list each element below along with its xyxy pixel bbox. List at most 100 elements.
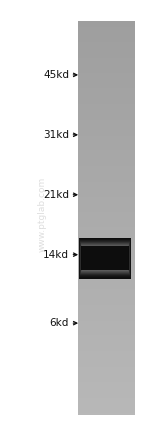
Bar (78, 283, 135, 285)
Bar (82, 246, 128, 270)
Bar (78, 128, 135, 131)
Bar (78, 109, 135, 111)
Bar (78, 273, 135, 275)
Bar (78, 54, 135, 56)
Bar (78, 400, 135, 402)
Bar (78, 211, 135, 213)
Bar (78, 303, 135, 305)
Bar (78, 227, 135, 229)
Bar (78, 107, 135, 109)
Bar (78, 372, 135, 373)
Bar (78, 55, 135, 57)
Bar (82, 247, 128, 270)
Bar (78, 344, 135, 345)
Bar (78, 353, 135, 355)
Bar (78, 412, 135, 414)
Bar (78, 217, 135, 218)
Bar (78, 48, 135, 50)
Bar (78, 226, 135, 227)
Bar (78, 282, 135, 284)
Bar (78, 75, 135, 77)
Bar (78, 24, 135, 25)
Bar (78, 245, 135, 247)
Bar (82, 245, 128, 271)
Bar (78, 268, 135, 270)
Bar (78, 127, 135, 129)
Text: 6kd: 6kd (50, 318, 69, 328)
Bar (78, 142, 135, 143)
Bar (78, 286, 135, 288)
Bar (78, 176, 135, 178)
Bar (78, 277, 135, 279)
Bar (78, 209, 135, 211)
Bar (78, 106, 135, 108)
Bar (78, 137, 135, 138)
Bar (78, 337, 135, 339)
Bar (78, 302, 135, 303)
Bar (78, 406, 135, 407)
Bar (78, 333, 135, 335)
Bar (78, 169, 135, 171)
Text: 31kd: 31kd (43, 130, 69, 140)
Bar (78, 251, 135, 253)
Bar (81, 243, 129, 273)
Bar (78, 166, 135, 168)
Bar (78, 293, 135, 294)
Bar (78, 85, 135, 87)
Bar (78, 220, 135, 222)
Bar (78, 119, 135, 121)
Bar (78, 362, 135, 364)
Bar (80, 240, 130, 276)
Bar (78, 112, 135, 113)
Bar (78, 131, 135, 133)
Bar (78, 125, 135, 126)
Bar (78, 403, 135, 404)
Bar (78, 113, 135, 115)
Bar (78, 202, 135, 204)
Bar (78, 307, 135, 309)
Bar (78, 118, 135, 120)
Bar (78, 324, 135, 326)
Bar (78, 53, 135, 54)
Bar (82, 247, 128, 270)
Bar (78, 340, 135, 342)
Bar (78, 408, 135, 410)
Bar (81, 244, 129, 272)
Bar (78, 47, 135, 49)
Bar (78, 378, 135, 380)
Bar (78, 102, 135, 104)
Bar (78, 201, 135, 202)
Bar (78, 297, 135, 298)
Bar (82, 247, 128, 269)
Bar (78, 92, 135, 94)
Bar (78, 410, 135, 411)
Bar (78, 348, 135, 350)
Bar (79, 238, 131, 278)
Bar (82, 247, 128, 269)
Bar (78, 304, 135, 306)
Bar (78, 363, 135, 365)
Bar (78, 318, 135, 319)
Bar (78, 34, 135, 36)
Bar (78, 389, 135, 390)
Bar (78, 395, 135, 397)
Bar (78, 50, 135, 52)
Bar (78, 194, 135, 196)
Bar (78, 315, 135, 317)
Bar (78, 265, 135, 267)
Bar (78, 232, 135, 234)
Bar (78, 270, 135, 272)
Bar (81, 245, 129, 271)
Bar (78, 259, 135, 260)
Bar (78, 130, 135, 132)
Bar (78, 93, 135, 95)
Bar (78, 39, 135, 41)
Bar (78, 235, 135, 237)
Bar (78, 97, 135, 99)
Bar (78, 197, 135, 199)
Bar (78, 248, 135, 250)
Bar (78, 110, 135, 112)
Bar (78, 278, 135, 280)
Bar (78, 387, 135, 389)
Bar (78, 77, 135, 79)
